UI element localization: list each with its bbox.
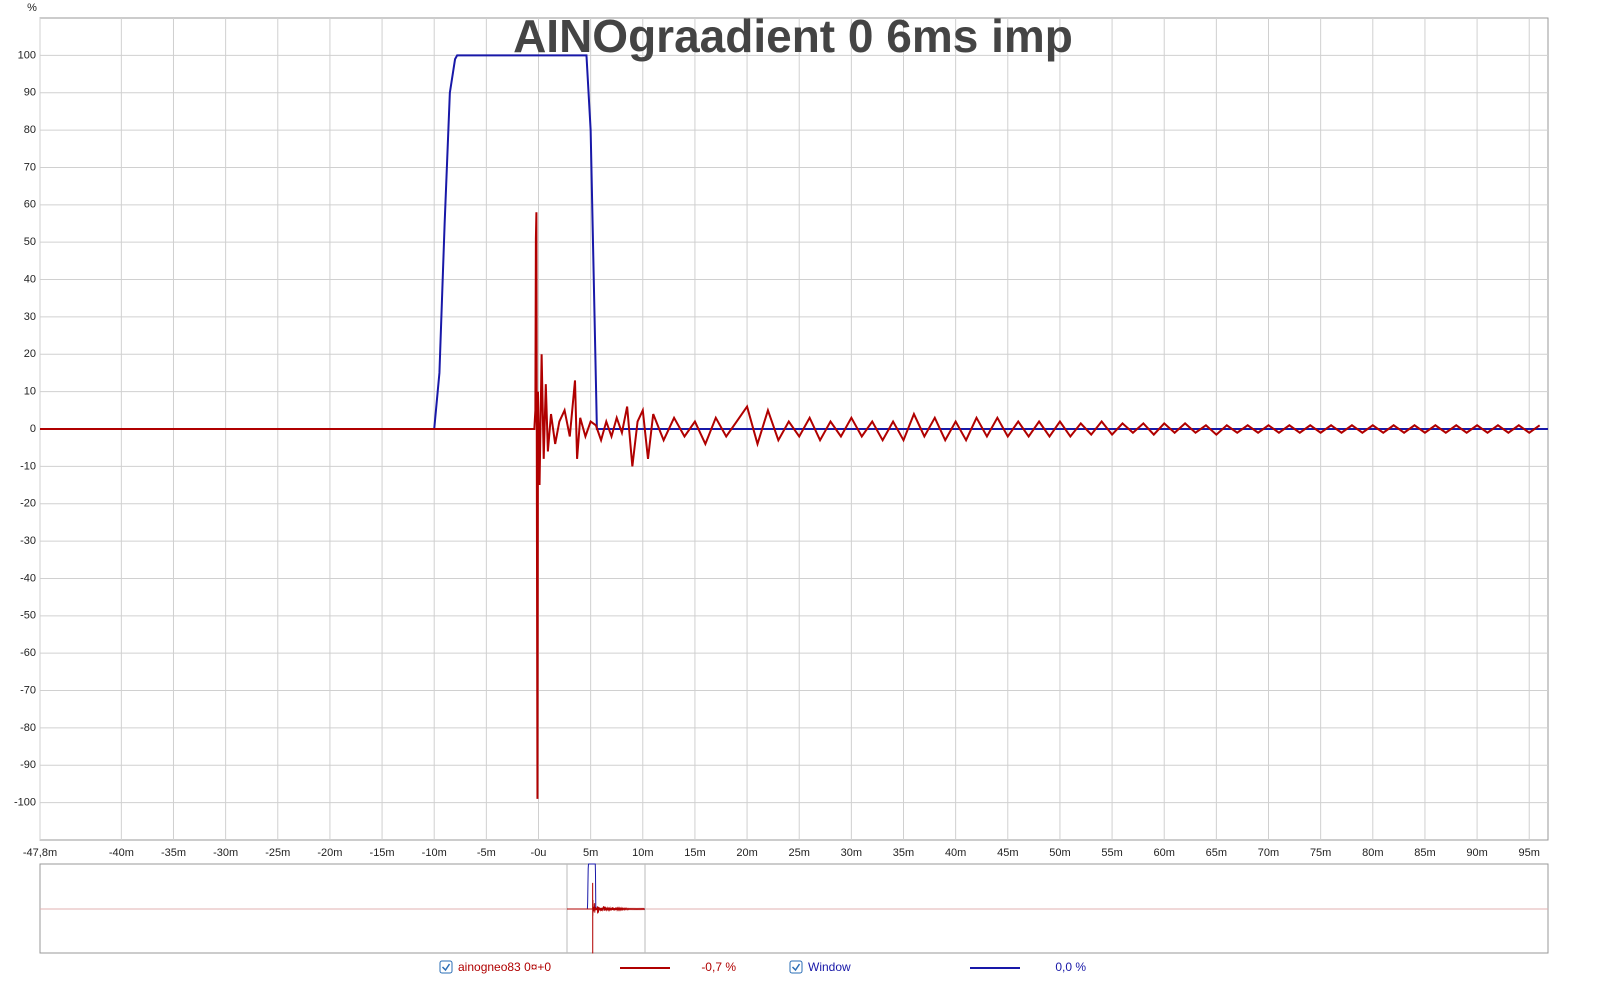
- x-tick-label: 5m: [583, 847, 598, 859]
- y-tick-label: -50: [20, 610, 36, 622]
- x-tick-label: -0u: [531, 847, 547, 859]
- series-line: [40, 212, 1541, 799]
- x-tick-label: 50m: [1049, 847, 1070, 859]
- legend-label: ainogneo83 0¤+0: [458, 960, 551, 974]
- legend-checkbox[interactable]: [439, 960, 453, 974]
- legend-check: [441, 963, 451, 972]
- x-tick-label: 75m: [1310, 847, 1331, 859]
- y-tick-label: 20: [24, 348, 36, 360]
- x-tick-label: 25m: [789, 847, 810, 859]
- y-tick-label: -40: [20, 572, 36, 584]
- x-tick-label: -25m: [265, 847, 290, 859]
- y-tick-label: 90: [24, 87, 36, 99]
- legend-readout: 0,0 %: [1055, 960, 1086, 974]
- y-tick-label: -80: [20, 722, 36, 734]
- y-tick-label: -60: [20, 647, 36, 659]
- y-tick-label: -20: [20, 498, 36, 510]
- y-tick-label: 60: [24, 199, 36, 211]
- x-tick-label: -10m: [422, 847, 447, 859]
- x-tick-label: 40m: [945, 847, 966, 859]
- x-tick-label: 70m: [1258, 847, 1279, 859]
- x-tick-label: 15m: [684, 847, 705, 859]
- x-tick-label: 60m: [1154, 847, 1175, 859]
- x-tick-label: 65m: [1206, 847, 1227, 859]
- x-tick-label: -47,8m: [23, 847, 57, 859]
- x-tick-label: 95m: [1519, 847, 1540, 859]
- x-tick-label: 55m: [1101, 847, 1122, 859]
- x-tick-label: -5m: [477, 847, 496, 859]
- x-tick-label: -30m: [213, 847, 238, 859]
- x-tick-label: 30m: [841, 847, 862, 859]
- y-tick-label: 10: [24, 386, 36, 398]
- y-tick-label: 70: [24, 161, 36, 173]
- overview-line: [567, 882, 645, 954]
- y-tick-label: 0: [30, 423, 36, 435]
- y-tick-label: 30: [24, 311, 36, 323]
- x-tick-label: -20m: [317, 847, 342, 859]
- y-tick-label: 100: [18, 49, 36, 61]
- y-tick-label: -90: [20, 759, 36, 771]
- x-tick-label: 10m: [632, 847, 653, 859]
- y-tick-label: -10: [20, 460, 36, 472]
- x-tick-label: 90m: [1466, 847, 1487, 859]
- overview-line: [567, 863, 645, 910]
- y-tick-label: -30: [20, 535, 36, 547]
- x-tick-label: 35m: [893, 847, 914, 859]
- y-tick-label: -100: [14, 797, 36, 809]
- x-tick-label: 85m: [1414, 847, 1435, 859]
- legend-check: [791, 963, 801, 972]
- x-tick-label: -40m: [109, 847, 134, 859]
- y-tick-label: 80: [24, 124, 36, 136]
- series-line: [40, 54, 1548, 430]
- legend-label: Window: [808, 960, 851, 974]
- y-tick-label: 40: [24, 273, 36, 285]
- x-tick-label: 20m: [736, 847, 757, 859]
- x-tick-label: 80m: [1362, 847, 1383, 859]
- y-tick-label: 50: [24, 236, 36, 248]
- legend-checkbox[interactable]: [789, 960, 803, 974]
- chart-title: AINOgraadient 0 6ms imp: [513, 10, 1073, 62]
- x-tick-label: -35m: [161, 847, 186, 859]
- x-tick-label: -15m: [370, 847, 395, 859]
- y-tick-label: -70: [20, 684, 36, 696]
- x-tick-label: 45m: [997, 847, 1018, 859]
- y-axis-label: %: [27, 2, 37, 14]
- legend-readout: -0,7 %: [701, 960, 736, 974]
